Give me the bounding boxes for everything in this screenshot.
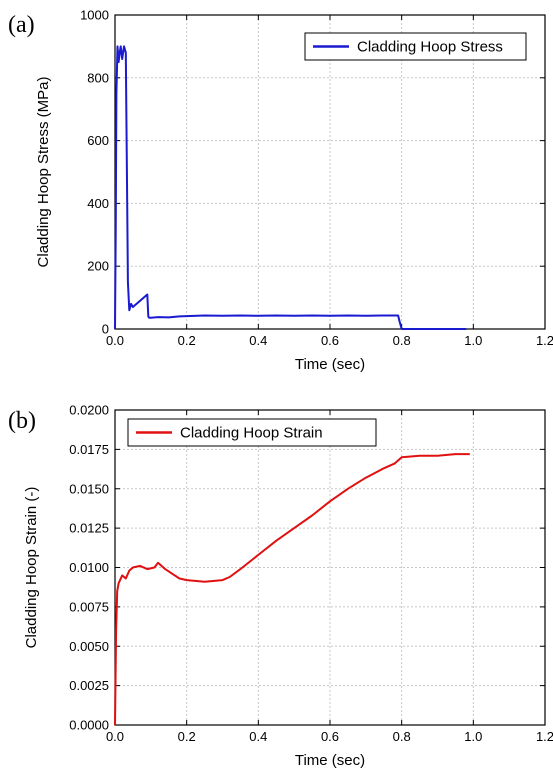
panel-a-x-tick-label: 0.0	[106, 333, 124, 348]
panel-a-y-tick-label: 0	[102, 322, 109, 337]
panel-b-x-tick-label: 0.8	[393, 729, 411, 744]
panel-a-x-tick-label: 0.8	[393, 333, 411, 348]
panel-b-series-line	[114, 453, 470, 726]
panel-a-y-axis-title: Cladding Hoop Stress (MPa)	[35, 77, 52, 268]
panel-b-y-tick-label: 0.0175	[69, 442, 109, 457]
panel-a-x-tick-label: 0.6	[321, 333, 339, 348]
panel-b-legend-label: Cladding Hoop Strain	[180, 425, 323, 442]
panel-b-x-tick-label: 1.2	[536, 729, 553, 744]
panel-b-y-tick-label: 0.0200	[69, 403, 109, 418]
panel-a-series-line	[114, 45, 467, 330]
panel-a-x-tick-label: 0.2	[178, 333, 196, 348]
panel-b-x-tick-label: 0.0	[106, 729, 124, 744]
panel-a-label: (a)	[8, 12, 35, 38]
panel-b-y-tick-label: 0.0000	[69, 718, 109, 733]
panel-a-x-axis-title: Time (sec)	[295, 356, 365, 373]
panel-b-x-tick-label: 0.2	[178, 729, 196, 744]
panel-b-y-tick-label: 0.0100	[69, 560, 109, 575]
panel-a-y-tick-label: 400	[87, 196, 109, 211]
panel-b-x-axis-title: Time (sec)	[295, 752, 365, 769]
panel-b-x-tick-label: 0.4	[249, 729, 267, 744]
panel-a-y-tick-label: 600	[87, 133, 109, 148]
panel-b-x-tick-label: 0.6	[321, 729, 339, 744]
panel-a-y-tick-label: 800	[87, 70, 109, 85]
panel-b-label: (b)	[8, 408, 36, 434]
panel-b-x-tick-label: 1.0	[464, 729, 482, 744]
panel-a-x-tick-label: 0.4	[249, 333, 267, 348]
panel-b-y-tick-label: 0.0050	[69, 639, 109, 654]
panel-b-y-tick-label: 0.0125	[69, 521, 109, 536]
panel-a-x-tick-label: 1.0	[464, 333, 482, 348]
panel-a-legend-label: Cladding Hoop Stress	[357, 39, 503, 56]
panel-b-y-tick-label: 0.0025	[69, 678, 109, 693]
panel-a-y-tick-label: 200	[87, 259, 109, 274]
panel-b-y-tick-label: 0.0150	[69, 481, 109, 496]
panel-a-x-tick-label: 1.2	[536, 333, 553, 348]
panel-a-y-tick-label: 1000	[80, 8, 109, 23]
panel-b-y-axis-title: Cladding Hoop Strain (-)	[23, 487, 40, 649]
panel-b-y-tick-label: 0.0075	[69, 599, 109, 614]
